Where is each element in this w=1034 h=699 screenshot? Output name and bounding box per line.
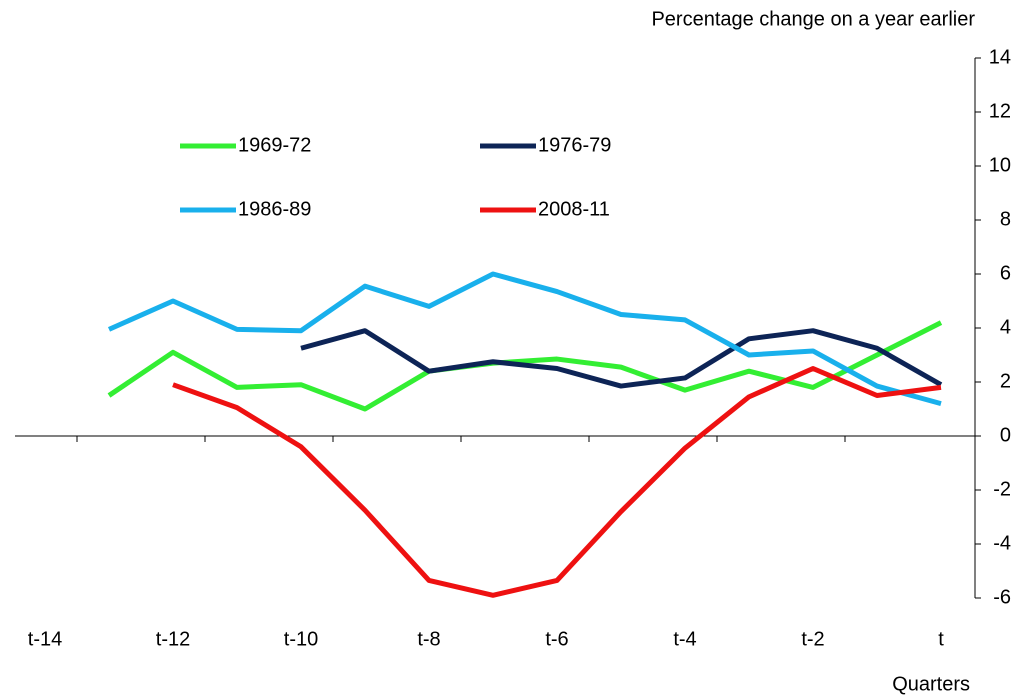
- series-line: [172, 366, 942, 598]
- x-tick-label: t-4: [673, 628, 696, 650]
- y-tick-label: 10: [989, 154, 1011, 176]
- y-tick-label: -2: [993, 478, 1011, 500]
- y-tick-label: 4: [1000, 316, 1011, 338]
- x-tick-label: t-6: [545, 628, 568, 650]
- y-tick-label: -4: [993, 532, 1011, 554]
- y-tick-label: 2: [1000, 370, 1011, 392]
- y-tick-label: 14: [989, 46, 1011, 68]
- x-tick-label: t-10: [284, 628, 318, 650]
- x-tick-label: t: [938, 628, 944, 650]
- legend-label: 1969-72: [238, 134, 311, 156]
- series-line: [300, 328, 943, 389]
- y-tick-label: 12: [989, 100, 1011, 122]
- legend-label: 1986-89: [238, 198, 311, 220]
- series-line: [107, 320, 943, 412]
- y-tick-label: 6: [1000, 262, 1011, 284]
- series-line: [107, 271, 942, 407]
- y-tick-label: -6: [993, 586, 1011, 608]
- y-tick-label: 0: [1000, 424, 1011, 446]
- x-tick-label: t-2: [801, 628, 824, 650]
- y-tick-label: 8: [1000, 208, 1011, 230]
- x-tick-label: t-14: [28, 628, 62, 650]
- chart-title: Percentage change on a year earlier: [651, 8, 975, 30]
- x-tick-label: t-8: [417, 628, 440, 650]
- x-tick-label: t-12: [156, 628, 190, 650]
- legend-label: 2008-11: [538, 198, 610, 220]
- x-axis-label: Quarters: [892, 673, 970, 695]
- legend-label: 1976-79: [538, 134, 611, 156]
